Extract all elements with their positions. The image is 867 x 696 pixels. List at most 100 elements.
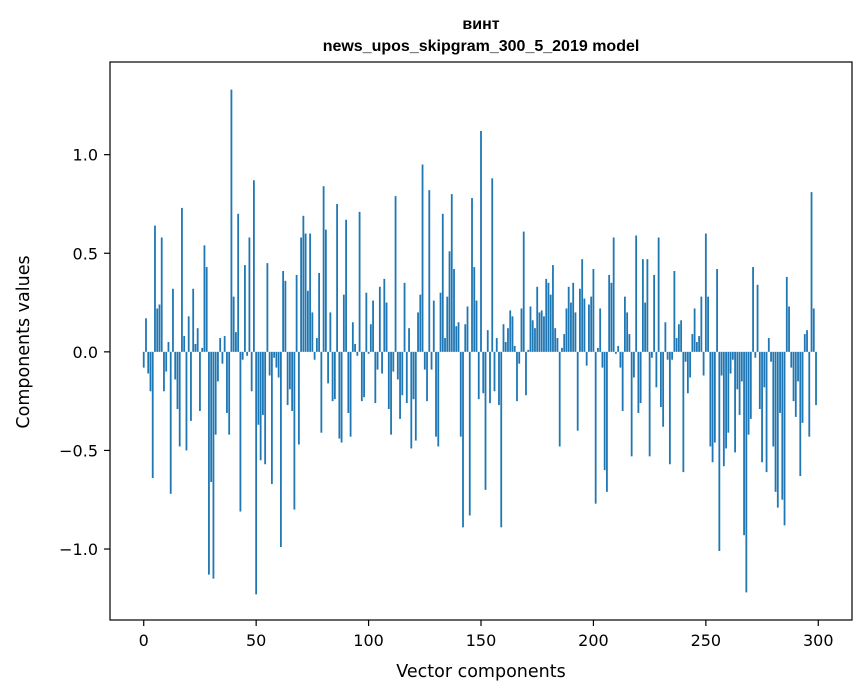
bar-149 xyxy=(477,351,480,400)
bar-50 xyxy=(255,351,258,595)
bar-208 xyxy=(610,282,613,352)
bar-34 xyxy=(219,338,222,352)
bar-36 xyxy=(223,336,226,352)
bar-4 xyxy=(151,351,154,479)
bar-101 xyxy=(369,324,372,352)
bar-19 xyxy=(185,351,188,451)
bar-86 xyxy=(336,203,338,352)
bar-264 xyxy=(736,351,739,390)
bar-246 xyxy=(695,341,698,352)
bar-204 xyxy=(601,351,604,368)
bar-287 xyxy=(788,306,790,352)
bar-154 xyxy=(489,351,491,404)
bar-180 xyxy=(547,282,550,352)
bar-181 xyxy=(549,294,552,352)
bar-7 xyxy=(158,304,161,352)
bar-80 xyxy=(322,186,325,352)
bar-40 xyxy=(232,296,235,352)
bar-45 xyxy=(244,265,246,352)
x-ticks: 0 50 100 150 200 250 300 xyxy=(139,620,834,650)
bar-33 xyxy=(217,351,219,382)
bar-298 xyxy=(812,308,815,352)
bar-0 xyxy=(142,351,145,368)
bar-103 xyxy=(374,351,377,404)
bar-260 xyxy=(727,351,730,433)
bar-12 xyxy=(169,351,172,494)
bar-89 xyxy=(342,294,345,352)
bar-258 xyxy=(722,351,725,467)
bar-102 xyxy=(372,300,374,352)
bar-148 xyxy=(475,300,478,352)
bar-38 xyxy=(228,351,231,435)
x-tick-label: 100 xyxy=(353,631,384,650)
bar-263 xyxy=(734,351,736,453)
bar-158 xyxy=(498,351,500,406)
bar-44 xyxy=(241,351,244,360)
bar-236 xyxy=(673,271,676,352)
bar-189 xyxy=(567,286,570,352)
bar-23 xyxy=(194,343,197,352)
bar-63 xyxy=(284,280,287,352)
plot-frame xyxy=(109,61,853,621)
bar-172 xyxy=(529,306,532,352)
bar-16 xyxy=(178,351,181,447)
bar-97 xyxy=(360,351,363,402)
bar-100 xyxy=(367,351,370,354)
bar-269 xyxy=(747,351,750,435)
bar-110 xyxy=(390,351,392,435)
bar-173 xyxy=(531,320,534,352)
bar-9 xyxy=(163,351,165,392)
bar-60 xyxy=(277,351,280,378)
bar-139 xyxy=(455,326,458,352)
bar-143 xyxy=(464,324,467,352)
bar-1 xyxy=(145,318,147,352)
bar-171 xyxy=(527,349,530,352)
bar-179 xyxy=(545,278,548,352)
bar-235 xyxy=(671,351,674,360)
y-tick-label: 1.0 xyxy=(73,146,98,165)
bar-270 xyxy=(749,351,752,419)
bar-291 xyxy=(797,351,799,382)
bar-242 xyxy=(686,351,689,394)
bar-211 xyxy=(617,345,620,352)
bar-152 xyxy=(484,351,487,490)
bar-59 xyxy=(275,351,278,368)
bar-136 xyxy=(448,251,451,352)
bar-67 xyxy=(293,351,296,510)
bar-79 xyxy=(320,351,323,433)
bar-239 xyxy=(680,320,683,352)
bar-226 xyxy=(650,351,653,358)
bar-293 xyxy=(801,351,804,423)
bar-278 xyxy=(767,338,770,352)
bar-202 xyxy=(597,347,599,352)
bar-87 xyxy=(338,351,341,439)
bar-11 xyxy=(167,341,170,352)
bar-141 xyxy=(459,351,462,437)
bar-77 xyxy=(315,338,318,352)
bar-205 xyxy=(603,351,606,471)
bar-169 xyxy=(522,231,525,352)
bar-262 xyxy=(731,351,734,360)
bar-58 xyxy=(273,351,276,358)
y-tick-label: 0.0 xyxy=(73,343,98,362)
bar-27 xyxy=(203,245,206,352)
chart-title: винт xyxy=(462,16,499,33)
bar-185 xyxy=(558,351,561,447)
bar-223 xyxy=(644,302,647,352)
bar-295 xyxy=(806,330,808,352)
bar-220 xyxy=(637,351,640,413)
bar-234 xyxy=(668,351,671,465)
bar-37 xyxy=(226,351,228,413)
bar-266 xyxy=(740,351,743,382)
bar-75 xyxy=(311,312,314,352)
bar-76 xyxy=(313,351,316,360)
bar-117 xyxy=(405,351,408,404)
bar-73 xyxy=(306,290,309,352)
bar-215 xyxy=(626,312,629,352)
bar-115 xyxy=(401,351,404,396)
bar-3 xyxy=(149,351,152,392)
bar-13 xyxy=(172,288,174,352)
bar-65 xyxy=(288,351,291,390)
bar-70 xyxy=(300,237,303,352)
bar-106 xyxy=(381,351,383,374)
